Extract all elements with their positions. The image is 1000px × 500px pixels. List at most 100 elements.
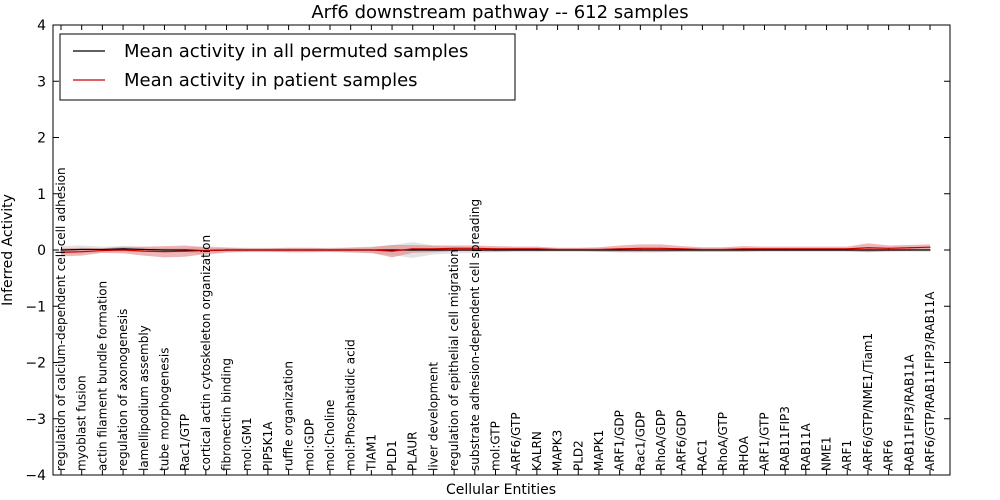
series-0-point-18 [432,249,435,251]
series-1-point-9 [246,249,248,251]
category-label-4: lamellipodium assembly [137,325,151,471]
category-label-34: ARF1/GTP [757,412,771,471]
series-1-point-37 [825,248,828,250]
series-0-point-3 [122,248,124,250]
series-1-point-12 [308,249,310,251]
y-tick-label-8: 4 [37,18,46,34]
plot-area [60,242,931,258]
series-0-point-16 [391,249,393,251]
series-1-point-16 [391,250,393,252]
series-1-point-2 [101,249,103,252]
series-0-point-30 [681,249,683,251]
series-0-point-2 [101,248,103,251]
category-label-25: PLD2 [571,440,585,471]
series-0-point-20 [474,249,476,251]
category-label-3: regulation of axonogenesis [116,309,130,471]
series-0-point-37 [825,249,828,251]
series-1-point-32 [722,248,724,251]
series-0-point-29 [660,249,662,251]
category-label-37: NME1 [820,436,834,471]
category-label-19: regulation of epithelial cell migration [447,249,461,471]
axis-ticks: −4 −3 −2 −1 0 1 2 3 4 [25,18,950,484]
category-label-18: liver development [426,362,440,471]
category-label-6: Rac1/GTP [178,414,192,471]
series-1-point-25 [577,248,579,251]
series-0-point-23 [536,249,538,251]
category-label-38: ARF1 [840,440,854,471]
series-0-point-40 [888,249,890,251]
category-label-24: MAPK3 [551,430,565,471]
legend-label-permuted: Mean activity in all permuted samples [124,41,468,62]
series-1-point-26 [598,248,600,251]
series-0-point-28 [639,249,641,251]
series-1-point-27 [619,248,621,250]
series-0-point-39 [867,249,869,251]
series-0-point-5 [163,249,166,251]
category-label-30: ARF6/GDP [675,410,689,471]
series-1-point-10 [267,249,269,251]
series-1-point-34 [763,248,766,250]
series-1-point-33 [743,248,745,250]
category-labels: regulation of calcium-dependent cell-cel… [54,167,937,472]
series-0-point-19 [453,249,455,251]
series-1-point-6 [184,250,186,252]
series-1-point-5 [163,251,166,253]
category-label-36: RAB11A [799,422,813,471]
series-1-point-30 [681,248,683,250]
series-1-point-42 [929,246,931,248]
series-0-point-4 [143,248,145,251]
category-label-39: ARF6/GTP/NME1/Tiam1 [861,333,875,471]
series-1-point-21 [494,248,497,250]
series-1-point-36 [805,248,807,250]
series-1-point-35 [784,248,786,250]
series-1-point-28 [639,247,641,249]
series-0-point-34 [763,249,766,251]
series-1-point-41 [908,247,910,249]
legend-label-patient: Mean activity in patient samples [124,70,418,91]
category-label-32: RhoA/GTP [716,412,730,471]
series-1-point-24 [556,248,559,251]
series-1-point-40 [888,247,890,249]
series-0-point-22 [515,249,517,251]
category-label-29: RhoA/GDP [654,410,668,471]
category-label-20: substrate adhesion-dependent cell spread… [468,199,482,471]
series-0-point-36 [805,249,807,251]
series-0-point-42 [929,249,931,251]
y-tick-label-7: 3 [37,74,46,90]
category-label-23: KALRN [530,431,544,471]
category-label-27: ARF1/GDP [613,410,627,471]
series-1-point-22 [515,248,517,250]
series-1-point-18 [432,248,435,250]
series-1-point-8 [225,249,228,251]
series-0-point-21 [494,249,497,251]
series-1-point-29 [660,247,662,249]
category-label-40: ARF6 [882,440,896,471]
category-label-41: RAB11FIP3/RAB11A [902,354,916,471]
legend: Mean activity in all permuted samples Me… [59,33,516,101]
category-label-0: regulation of calcium-dependent cell-cel… [54,167,68,471]
y-tick-label-1: −3 [25,412,46,428]
series-1-point-31 [701,248,704,251]
series-1-point-17 [412,248,414,250]
y-tick-label-5: 1 [37,187,46,203]
y-tick-label-6: 2 [37,131,46,147]
category-label-7: cortical actin cytoskeleton organization [199,235,213,471]
category-label-9: mol:GM1 [240,417,254,471]
series-1-point-13 [329,249,331,251]
category-label-5: tube morphogenesis [157,348,171,471]
series-0-point-1 [81,248,83,251]
y-tick-label-2: −2 [25,356,46,372]
category-label-17: PLAUR [406,431,420,471]
y-tick-label-0: −4 [25,468,46,484]
category-label-22: ARF6/GTP [509,412,523,471]
x-axis-label: Cellular Entities [446,482,556,498]
series-1-point-23 [536,248,538,250]
category-label-15: TIAM1 [364,434,378,472]
category-label-1: myoblast fusion [75,375,89,471]
chart-title: Arf6 downstream pathway -- 612 samples [311,2,688,23]
series-1-point-1 [81,251,83,253]
series-0-point-35 [784,249,786,251]
series-1-point-3 [122,249,124,251]
series-0-point-0 [60,249,62,251]
category-label-42: ARF6/GTP/RAB11FIP3/RAB11A [923,291,937,471]
